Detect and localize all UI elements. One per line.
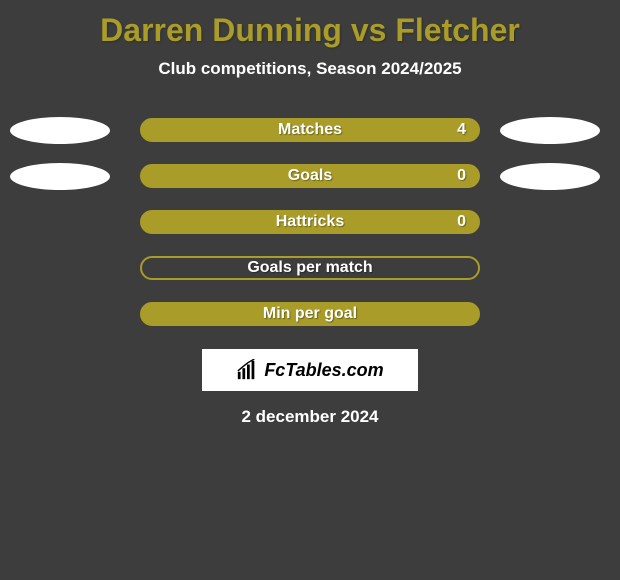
stat-label: Goals	[288, 167, 332, 185]
chart-icon	[236, 359, 258, 381]
date-text: 2 december 2024	[241, 407, 378, 427]
stat-bar: Goals 0	[140, 164, 480, 188]
stat-value: 0	[457, 213, 466, 231]
stat-row: Matches 4	[0, 107, 620, 153]
stat-bar: Min per goal	[140, 302, 480, 326]
stat-row: Goals per match	[0, 245, 620, 291]
stat-bar: Matches 4	[140, 118, 480, 142]
player-oval-right	[500, 117, 600, 144]
stat-row: Hattricks 0	[0, 199, 620, 245]
stat-label: Goals per match	[247, 259, 372, 277]
stat-value: 4	[457, 121, 466, 139]
stat-value: 0	[457, 167, 466, 185]
page-title: Darren Dunning vs Fletcher	[100, 12, 520, 49]
stat-bar: Hattricks 0	[140, 210, 480, 234]
stat-label: Matches	[278, 121, 342, 139]
subtitle: Club competitions, Season 2024/2025	[158, 59, 461, 79]
stats-block: Matches 4 Goals 0 Hattricks 0 Goals per match M…	[0, 107, 620, 337]
stat-bar: Goals per match	[140, 256, 480, 280]
stat-row: Goals 0	[0, 153, 620, 199]
stat-row: Min per goal	[0, 291, 620, 337]
stat-label: Min per goal	[263, 305, 357, 323]
stat-label: Hattricks	[276, 213, 344, 231]
player-oval-right	[500, 163, 600, 190]
player-oval-left	[10, 163, 110, 190]
logo-text: FcTables.com	[264, 360, 383, 381]
player-oval-left	[10, 117, 110, 144]
main-container: Darren Dunning vs Fletcher Club competit…	[0, 0, 620, 580]
logo-box: FcTables.com	[202, 349, 418, 391]
